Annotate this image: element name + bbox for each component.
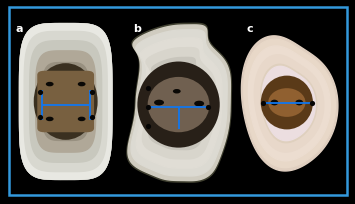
Ellipse shape [78,82,86,87]
Point [89,116,94,119]
Polygon shape [48,73,83,131]
Polygon shape [24,32,107,172]
Ellipse shape [194,101,204,107]
Text: a: a [16,23,23,33]
Polygon shape [20,24,112,180]
Polygon shape [20,24,112,180]
Point [89,91,94,94]
Polygon shape [48,73,83,131]
Polygon shape [54,83,77,121]
Polygon shape [155,68,203,141]
Ellipse shape [271,100,278,106]
Polygon shape [54,83,77,121]
Point [146,105,151,109]
Polygon shape [241,37,338,171]
Ellipse shape [78,117,86,122]
Ellipse shape [154,100,164,106]
Polygon shape [30,42,102,162]
Point [146,125,151,128]
Ellipse shape [34,64,98,140]
Ellipse shape [261,76,313,130]
Point [37,91,43,94]
Ellipse shape [173,90,181,94]
Text: c: c [247,23,253,33]
Polygon shape [43,63,89,141]
Polygon shape [142,48,215,159]
Text: b: b [133,23,141,33]
Ellipse shape [137,62,220,148]
Polygon shape [24,32,107,172]
Point [146,86,151,90]
Polygon shape [128,26,230,181]
Ellipse shape [46,82,54,87]
Polygon shape [131,31,227,176]
Polygon shape [261,65,317,143]
Polygon shape [30,42,102,162]
Polygon shape [248,47,331,161]
Polygon shape [244,40,335,168]
Polygon shape [262,67,315,141]
Polygon shape [254,55,324,152]
Polygon shape [136,39,222,168]
Ellipse shape [46,117,54,122]
Point [309,101,315,105]
Polygon shape [20,24,112,180]
Point [260,101,266,105]
Ellipse shape [268,89,306,117]
FancyBboxPatch shape [37,71,94,133]
Polygon shape [149,58,209,150]
Polygon shape [43,63,89,141]
Point [37,116,43,119]
Ellipse shape [148,78,209,133]
Polygon shape [36,52,96,152]
Polygon shape [127,24,231,182]
Ellipse shape [295,100,303,106]
Polygon shape [36,52,96,152]
Polygon shape [267,74,310,134]
Point [206,105,211,109]
